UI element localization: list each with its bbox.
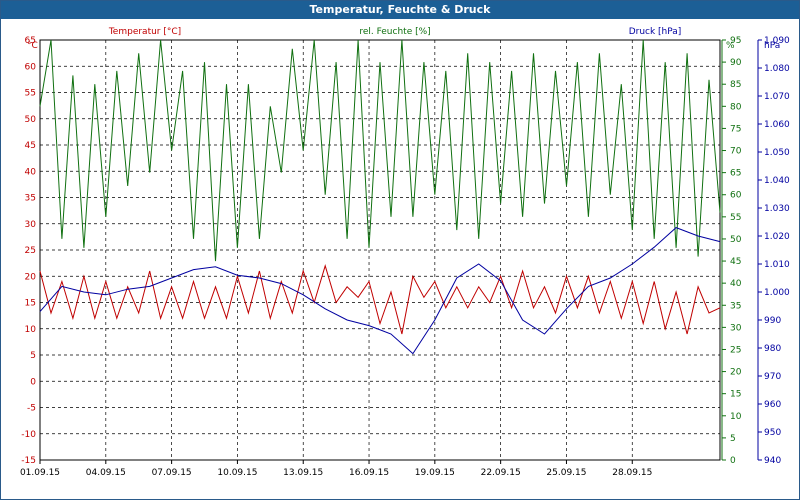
pressure-tick-label: 1.040 <box>764 176 790 186</box>
x-tick-label: 13.09.15 <box>283 468 323 478</box>
humidity-tick-label: 5 <box>730 434 736 444</box>
humidity-tick-label: 80 <box>730 102 742 112</box>
pressure-tick-label: 1.080 <box>764 64 790 74</box>
pressure-tick-label: 1.060 <box>764 120 790 130</box>
legend-entry: rel. Feuchte [%] <box>359 27 430 37</box>
x-tick-label: 16.09.15 <box>349 468 389 478</box>
temp-tick-label: 65 <box>25 36 36 46</box>
humidity-tick-label: 70 <box>730 147 742 157</box>
humidity-tick-label: 10 <box>730 412 742 422</box>
pressure-tick-label: 1.030 <box>764 204 790 214</box>
pressure-tick-label: 1.070 <box>764 92 790 102</box>
humidity-tick-label: 20 <box>730 368 742 378</box>
chart-title: Temperatur, Feuchte & Druck <box>1 1 799 19</box>
temp-tick-label: 0 <box>30 377 36 387</box>
temp-tick-label: 25 <box>25 246 36 256</box>
humidity-tick-label: 55 <box>730 213 741 223</box>
humidity-tick-label: 45 <box>730 257 741 267</box>
temp-unit-label: °C <box>27 41 38 51</box>
pressure-tick-label: 1.050 <box>764 148 790 158</box>
temp-tick-label: 10 <box>25 325 37 335</box>
pressure-tick-label: 950 <box>764 428 781 438</box>
humidity-tick-label: 25 <box>730 345 741 355</box>
temp-tick-label: -5 <box>27 404 36 414</box>
temp-tick-label: 20 <box>25 272 37 282</box>
legend-entry: Temperatur [°C] <box>108 27 181 37</box>
pressure-tick-label: 1.000 <box>764 288 790 298</box>
pressure-tick-label: 990 <box>764 316 781 326</box>
humidity-tick-label: 35 <box>730 301 741 311</box>
x-tick-label: 25.09.15 <box>546 468 586 478</box>
labels-group: 65605550454035302520151050-5-10-1501.09.… <box>20 27 790 478</box>
pressure-tick-label: 1.020 <box>764 232 790 242</box>
pressure-tick-label: 960 <box>764 400 781 410</box>
temp-tick-label: -15 <box>21 456 36 466</box>
x-tick-label: 10.09.15 <box>217 468 257 478</box>
temp-tick-label: 35 <box>25 194 36 204</box>
x-tick-label: 28.09.15 <box>612 468 652 478</box>
series-line-right2 <box>39 227 721 355</box>
pressure-tick-label: 980 <box>764 344 781 354</box>
humidity-tick-label: 60 <box>730 191 742 201</box>
grid <box>39 39 721 461</box>
x-tick-label: 01.09.15 <box>20 468 60 478</box>
x-tick-label: 19.09.15 <box>415 468 455 478</box>
pressure-unit-label: hPa <box>764 41 780 51</box>
humidity-tick-label: 95 <box>730 36 741 46</box>
temp-tick-label: 60 <box>25 62 37 72</box>
humidity-tick-label: 40 <box>730 279 742 289</box>
legend-entry: Druck [hPa] <box>629 27 682 37</box>
humidity-tick-label: 15 <box>730 390 741 400</box>
x-tick-label: 04.09.15 <box>86 468 126 478</box>
x-tick-label: 22.09.15 <box>481 468 521 478</box>
humidity-tick-label: 0 <box>730 456 736 466</box>
temp-tick-label: 30 <box>25 220 37 230</box>
pressure-tick-label: 940 <box>764 456 781 466</box>
temp-tick-label: 5 <box>30 351 36 361</box>
pressure-tick-label: 1.010 <box>764 260 790 270</box>
temp-tick-label: 15 <box>25 299 36 309</box>
humidity-tick-label: 50 <box>730 235 742 245</box>
pressure-tick-label: 1.090 <box>764 36 790 46</box>
humidity-tick-label: 30 <box>730 323 742 333</box>
temp-tick-label: 40 <box>25 167 37 177</box>
temp-tick-label: -10 <box>21 430 36 440</box>
series-group <box>39 39 721 355</box>
humidity-tick-label: 85 <box>730 80 741 90</box>
axes-group <box>39 39 762 464</box>
x-tick-label: 07.09.15 <box>152 468 192 478</box>
humidity-tick-label: 75 <box>730 124 741 134</box>
humidity-unit-label: % <box>726 41 735 51</box>
temp-tick-label: 50 <box>25 115 37 125</box>
pressure-tick-label: 970 <box>764 372 781 382</box>
humidity-tick-label: 65 <box>730 169 741 179</box>
series-line-left <box>39 264 721 335</box>
temp-tick-label: 55 <box>25 89 36 99</box>
series-line-right1 <box>39 39 721 262</box>
temp-tick-label: 45 <box>25 141 36 151</box>
humidity-tick-label: 90 <box>730 58 742 68</box>
